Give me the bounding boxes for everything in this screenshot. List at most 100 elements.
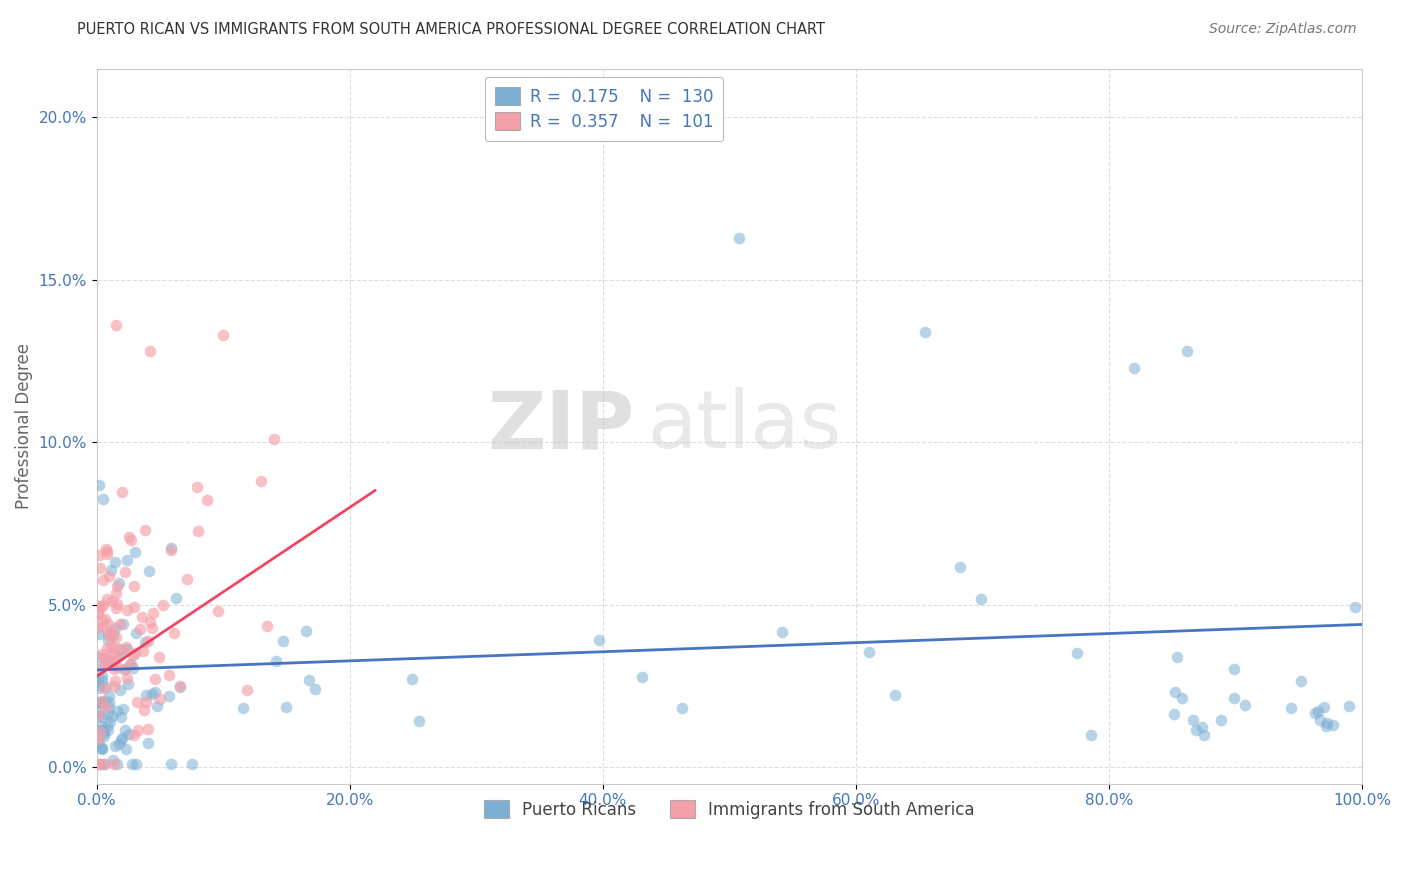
- Point: [1309, 713, 1331, 727]
- Point: [135, 695, 157, 709]
- Point: [90, 673, 112, 687]
- Point: [93, 726, 115, 740]
- Point: [104, 622, 127, 636]
- Point: [90, 757, 112, 772]
- Point: [114, 565, 136, 579]
- Point: [87, 681, 110, 695]
- Point: [107, 659, 129, 673]
- Point: [115, 553, 138, 567]
- Text: Source: ZipAtlas.com: Source: ZipAtlas.com: [1209, 22, 1357, 37]
- Point: [141, 687, 163, 701]
- Point: [87, 627, 110, 641]
- Point: [89, 678, 111, 692]
- Y-axis label: Professional Degree: Professional Degree: [15, 343, 32, 509]
- Point: [148, 649, 170, 664]
- Point: [136, 723, 159, 737]
- Point: [97, 628, 120, 642]
- Point: [100, 640, 122, 654]
- Point: [87, 605, 110, 619]
- Point: [89, 649, 111, 664]
- Point: [1223, 662, 1246, 676]
- Point: [671, 701, 693, 715]
- Point: [114, 723, 136, 738]
- Point: [91, 492, 114, 507]
- Point: [304, 681, 326, 696]
- Point: [110, 732, 132, 747]
- Point: [181, 757, 204, 772]
- Point: [187, 524, 209, 538]
- Point: [115, 603, 138, 617]
- Point: [146, 699, 169, 714]
- Point: [401, 673, 423, 687]
- Point: [90, 694, 112, 708]
- Point: [104, 630, 127, 644]
- Point: [970, 591, 993, 606]
- Point: [98, 653, 121, 667]
- Point: [103, 663, 125, 677]
- Point: [631, 670, 654, 684]
- Point: [118, 657, 141, 671]
- Point: [120, 657, 142, 672]
- Point: [97, 633, 120, 648]
- Point: [87, 621, 110, 635]
- Point: [770, 625, 793, 640]
- Point: [91, 723, 114, 737]
- Point: [117, 671, 139, 685]
- Point: [132, 703, 155, 717]
- Point: [91, 658, 114, 673]
- Point: [118, 530, 141, 544]
- Point: [159, 757, 181, 772]
- Point: [90, 600, 112, 615]
- Point: [87, 757, 110, 772]
- Point: [94, 652, 117, 666]
- Point: [87, 599, 110, 614]
- Point: [104, 673, 127, 688]
- Point: [87, 709, 110, 723]
- Point: [110, 710, 132, 724]
- Point: [232, 701, 254, 715]
- Point: [143, 672, 166, 686]
- Point: [142, 606, 165, 620]
- Point: [1185, 723, 1208, 738]
- Text: PUERTO RICAN VS IMMIGRANTS FROM SOUTH AMERICA PROFESSIONAL DEGREE CORRELATION CH: PUERTO RICAN VS IMMIGRANTS FROM SOUTH AM…: [77, 22, 825, 37]
- Point: [93, 694, 115, 708]
- Point: [1191, 720, 1213, 734]
- Point: [94, 699, 117, 714]
- Point: [1194, 728, 1216, 742]
- Point: [295, 624, 318, 638]
- Point: [101, 648, 124, 662]
- Point: [87, 607, 110, 622]
- Point: [96, 543, 118, 558]
- Point: [588, 632, 610, 647]
- Point: [104, 586, 127, 600]
- Point: [1066, 646, 1088, 660]
- Point: [115, 642, 138, 657]
- Point: [105, 757, 128, 772]
- Point: [91, 613, 114, 627]
- Text: ZIP: ZIP: [486, 387, 634, 465]
- Point: [94, 757, 117, 772]
- Point: [87, 673, 110, 688]
- Point: [103, 757, 125, 772]
- Point: [100, 563, 122, 577]
- Point: [101, 624, 124, 638]
- Point: [157, 690, 180, 704]
- Point: [1315, 718, 1337, 732]
- Point: [163, 626, 186, 640]
- Point: [149, 691, 172, 706]
- Point: [408, 714, 430, 728]
- Point: [105, 704, 128, 718]
- Point: [138, 564, 160, 578]
- Point: [1123, 360, 1146, 375]
- Point: [186, 480, 208, 494]
- Point: [112, 617, 135, 632]
- Point: [104, 318, 127, 333]
- Point: [110, 641, 132, 656]
- Point: [91, 647, 114, 661]
- Point: [134, 523, 156, 537]
- Point: [1312, 699, 1334, 714]
- Point: [97, 569, 120, 583]
- Point: [105, 597, 128, 611]
- Point: [143, 685, 166, 699]
- Point: [1166, 650, 1188, 665]
